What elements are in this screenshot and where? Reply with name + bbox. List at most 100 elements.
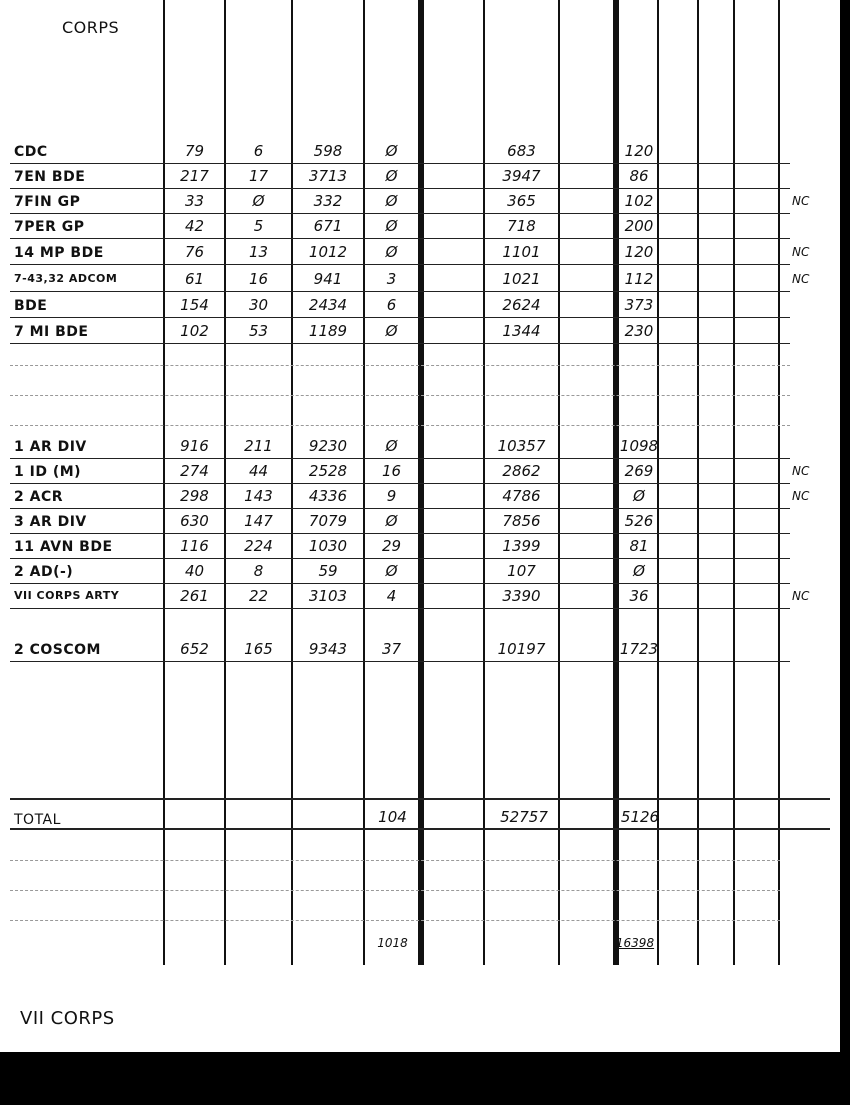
cell-col8: 86 [629, 167, 649, 185]
cell-col8: 373 [624, 296, 654, 314]
cell-col4: Ø [385, 437, 398, 455]
total-col6: 52757 [500, 808, 548, 826]
cell-col4: 4 [386, 587, 397, 605]
cell-col2: 6 [253, 142, 264, 160]
scan-border-bottom [0, 1052, 850, 1105]
row-label: 3 AR DIV [14, 514, 87, 530]
column-rule [418, 0, 424, 965]
cell-col2: 211 [244, 437, 273, 455]
cell-col2: 30 [248, 296, 269, 314]
cell-col1: 154 [180, 296, 209, 314]
cell-col2: 44 [248, 462, 269, 480]
column-rule [733, 0, 735, 965]
row-rule [10, 558, 790, 559]
row-rule [10, 458, 790, 459]
header-title: CORPS [62, 18, 120, 37]
row-label: 14 MP BDE [14, 245, 104, 261]
cell-col2: 147 [244, 512, 273, 530]
cell-col3: 9343 [308, 640, 348, 658]
total-label: TOTAL [14, 812, 61, 828]
row-label: 7EN BDE [14, 169, 86, 185]
column-rule [558, 0, 560, 965]
cell-col6: 3947 [502, 167, 541, 185]
cell-col4: 9 [386, 487, 397, 505]
row-rule [10, 661, 790, 662]
row-label: 7-43,32 ADCOM [14, 272, 118, 285]
cell-col6: 1101 [502, 243, 541, 261]
footnote-left: 1018 [377, 936, 408, 950]
cell-col6: 365 [507, 192, 536, 210]
cell-col8: 526 [624, 512, 654, 530]
cell-col8: 102 [624, 192, 654, 210]
cell-col1: 652 [180, 640, 209, 658]
cell-col4: Ø [385, 167, 398, 185]
row-rule [10, 533, 790, 534]
cell-col2: 8 [253, 562, 264, 580]
footnote-right: 16398 [615, 936, 655, 950]
cell-col1: 79 [184, 142, 205, 160]
cell-col4: Ø [385, 512, 398, 530]
cell-col2: Ø [252, 192, 265, 210]
cell-col2: 53 [248, 322, 269, 340]
row-note: NC [792, 464, 810, 478]
column-rule [697, 0, 699, 965]
row-label: BDE [14, 298, 48, 314]
cell-col3: 9230 [308, 437, 348, 455]
cell-col3: 4336 [308, 487, 348, 505]
row-note: NC [792, 194, 810, 208]
cell-col8: Ø [633, 562, 645, 580]
cell-col3: 59 [318, 562, 338, 580]
row-note: NC [792, 272, 810, 286]
cell-col3: 332 [313, 192, 343, 210]
cell-col2: 22 [248, 587, 269, 605]
row-label: 2 COSCOM [14, 642, 101, 658]
cell-col6: 2624 [502, 296, 541, 314]
cell-col3: 1012 [308, 243, 348, 261]
column-rule [483, 0, 485, 965]
column-rule [363, 0, 365, 965]
cell-col2: 17 [248, 167, 269, 185]
column-rule [224, 0, 226, 965]
blank-row-rule [10, 425, 790, 427]
cell-col8: 120 [624, 243, 654, 261]
cell-col2: 16 [248, 270, 269, 288]
row-rule [10, 291, 790, 292]
row-note: NC [792, 589, 810, 603]
row-label: 1 AR DIV [14, 439, 87, 455]
cell-col1: 630 [180, 512, 209, 530]
cell-col3: 671 [313, 217, 343, 235]
row-label: 2 ACR [14, 489, 64, 505]
cell-col4: 37 [381, 640, 402, 658]
row-rule [10, 583, 790, 584]
cell-col4: 29 [381, 537, 402, 555]
cell-col1: 274 [180, 462, 209, 480]
row-rule [10, 163, 790, 164]
cell-col6: 1399 [502, 537, 541, 555]
cell-col3: 941 [313, 270, 343, 288]
row-label: VII CORPS ARTY [14, 589, 120, 602]
cell-col2: 224 [244, 537, 273, 555]
row-label: 7PER GP [14, 219, 85, 235]
cell-col3: 3713 [308, 167, 348, 185]
cell-col3: 7079 [308, 512, 348, 530]
cell-col8: 1098 [619, 437, 659, 455]
row-rule [10, 264, 790, 265]
cell-col6: 7856 [502, 512, 541, 530]
cell-col6: 683 [507, 142, 536, 160]
row-label: 7FIN GP [14, 194, 81, 210]
cell-col2: 143 [244, 487, 273, 505]
cell-col8: 81 [629, 537, 649, 555]
cell-col1: 261 [180, 587, 209, 605]
row-label: 11 AVN BDE [14, 539, 113, 555]
cell-col6: 1021 [502, 270, 541, 288]
cell-col3: 3103 [308, 587, 348, 605]
row-rule [10, 508, 790, 509]
cell-col3: 1189 [308, 322, 348, 340]
cell-col4: Ø [385, 192, 398, 210]
row-rule [10, 238, 790, 239]
column-rule [613, 0, 619, 965]
cell-col4: 3 [386, 270, 397, 288]
cell-col6: 107 [507, 562, 536, 580]
blank-row-rule [10, 860, 780, 862]
row-note: NC [792, 245, 810, 259]
